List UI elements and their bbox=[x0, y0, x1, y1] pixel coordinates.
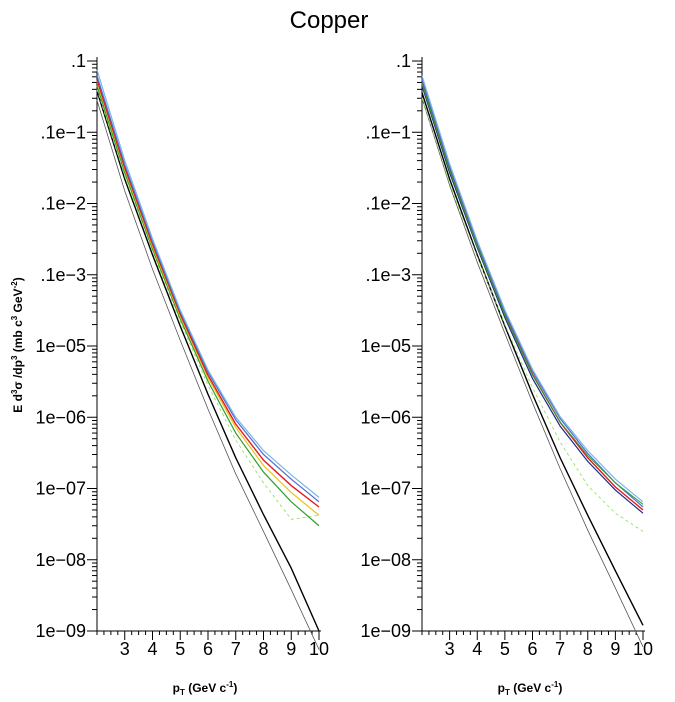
x-tick-label: 3 bbox=[120, 639, 130, 659]
y-tick-label: 1e−07 bbox=[360, 479, 411, 499]
series-line-7 bbox=[421, 83, 644, 505]
x-tick-label: 6 bbox=[203, 639, 213, 659]
series-line-8 bbox=[421, 75, 644, 503]
series-line-6 bbox=[421, 79, 644, 508]
x-tick-label: 5 bbox=[500, 639, 510, 659]
y-tick-label: .1e−1 bbox=[40, 122, 86, 142]
series-line-2 bbox=[96, 90, 320, 632]
series-line-5 bbox=[421, 82, 644, 511]
x-tick-label: 4 bbox=[472, 639, 482, 659]
x-tick-label: 9 bbox=[286, 639, 296, 659]
x-tick-label: 10 bbox=[633, 639, 653, 659]
left-panel: .1 .1e−1 .1e−2 .1e−3 1e−05 1e−06 1e−07 1e−08 1e−… bbox=[35, 51, 329, 697]
right-panel: .1 .1e−1 .1e−2 .1e−3 1e−05 1e−06 1e−07 1e−08 1e−… bbox=[360, 51, 653, 697]
y-tick-label: 1e−06 bbox=[360, 407, 411, 427]
series-line-4 bbox=[96, 85, 320, 527]
y-tick-label: 1e−09 bbox=[360, 621, 411, 641]
y-tick-label: .1e−3 bbox=[365, 265, 411, 285]
x-tick-label: 5 bbox=[175, 639, 185, 659]
y-tick-label: 1e−09 bbox=[35, 621, 86, 641]
y-tick-label: 1e−05 bbox=[360, 336, 411, 356]
y-tick-label: 1e−07 bbox=[35, 479, 86, 499]
series-line-4 bbox=[421, 85, 644, 514]
y-tick-label: 1e−06 bbox=[35, 407, 86, 427]
y-tick-label: .1 bbox=[71, 51, 86, 71]
figure-title: Copper bbox=[290, 7, 369, 34]
y-tick-label: .1e−3 bbox=[40, 265, 86, 285]
series-line-8 bbox=[96, 69, 320, 498]
x-axis-label: pT (GeV c-1) bbox=[173, 680, 238, 697]
x-tick-label: 8 bbox=[583, 639, 593, 659]
y-tick-label: .1 bbox=[396, 51, 411, 71]
x-axis-label: pT (GeV c-1) bbox=[498, 680, 563, 697]
y-tick-label: .1e−2 bbox=[40, 194, 86, 214]
y-axis-label: E d3σ /dp3 (mb c3 GeV-2) bbox=[10, 277, 25, 412]
x-tick-label: 7 bbox=[555, 639, 565, 659]
series-line-3 bbox=[96, 89, 320, 520]
series-line-5 bbox=[96, 81, 320, 516]
x-tick-label: 9 bbox=[610, 639, 620, 659]
series-line-1 bbox=[421, 98, 644, 647]
series-line-1 bbox=[96, 100, 320, 650]
y-tick-label: 1e−05 bbox=[35, 336, 86, 356]
y-tick-label: .1e−1 bbox=[365, 122, 411, 142]
y-tick-label: 1e−08 bbox=[360, 550, 411, 570]
x-tick-label: 8 bbox=[258, 639, 268, 659]
series-line-7 bbox=[96, 75, 320, 503]
x-tick-label: 3 bbox=[445, 639, 455, 659]
x-tick-label: 4 bbox=[147, 639, 157, 659]
series-line-2 bbox=[421, 92, 644, 626]
y-tick-label: .1e−2 bbox=[365, 194, 411, 214]
series-line-6 bbox=[96, 79, 320, 508]
x-tick-label: 7 bbox=[231, 639, 241, 659]
y-tick-label: 1e−08 bbox=[35, 550, 86, 570]
series-line-3 bbox=[421, 98, 644, 532]
x-tick-label: 6 bbox=[527, 639, 537, 659]
